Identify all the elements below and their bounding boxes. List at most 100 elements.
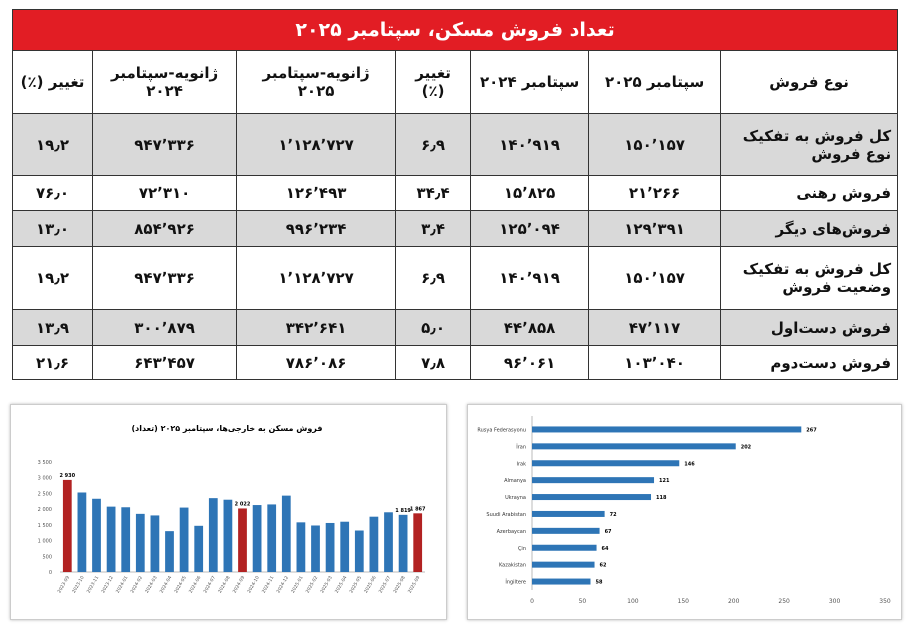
- y-tick-label: 0: [49, 570, 52, 576]
- cell: ۱۲۵٬۰۹۴: [470, 210, 590, 247]
- bar: [532, 460, 680, 467]
- cell: ۱۲۶٬۴۹۳: [236, 175, 397, 211]
- y-tick-label: 2 500: [38, 491, 52, 497]
- x-tick-label: 2024-01: [115, 575, 130, 594]
- cell: ۹۶٬۰۶۱: [470, 345, 590, 380]
- x-tick-label: 2025-08: [392, 575, 407, 594]
- table-row: کل فروش به تفکیک وضعیت فروش ۱۵۰٬۱۵۷ ۱۴۰٬۹۱…: [11, 246, 899, 310]
- y-tick-label: Irak: [517, 461, 527, 467]
- cell: ۱۳٫۰: [11, 210, 94, 247]
- x-tick-label: 2025-07: [378, 575, 393, 594]
- header-cell: سپتامبر ۲۰۲۴: [470, 50, 590, 114]
- bar: [354, 530, 364, 572]
- x-tick-label: 100: [627, 598, 639, 605]
- cell: ۱۲۹٬۳۹۱: [588, 210, 722, 247]
- x-tick-label: 2025-05: [348, 575, 363, 594]
- cell: ۳٫۴: [395, 210, 472, 247]
- bar: [208, 498, 218, 572]
- x-tick-label: 2024-06: [188, 575, 203, 594]
- bar: [62, 479, 72, 572]
- bar: [532, 443, 736, 450]
- x-tick-label: 350: [879, 598, 891, 605]
- x-tick-label: 250: [778, 598, 790, 605]
- bar: [532, 578, 591, 585]
- x-tick-label: 2024-11: [261, 575, 276, 594]
- x-tick-label: 2024-08: [217, 575, 232, 594]
- x-tick-label: 2024-07: [202, 575, 217, 594]
- bar: [369, 516, 379, 572]
- bar: [121, 507, 131, 572]
- value-label: 267: [806, 427, 817, 433]
- y-tick-label: Suudi Arabistan: [486, 512, 526, 518]
- cell: ۳۴۲٬۶۴۱: [236, 309, 397, 346]
- x-tick-label: 2025-03: [319, 575, 334, 594]
- value-label: 62: [600, 563, 607, 569]
- bar: [92, 498, 101, 572]
- chart-title: فروش مسکن به خارجی‌ها، سپتامبر ۲۰۲۵ (تعد…: [132, 424, 323, 434]
- cell: ۳۴٫۴: [395, 175, 472, 211]
- x-tick-label: 2023-12: [100, 575, 115, 594]
- x-tick-label: 2023-11: [86, 575, 101, 594]
- table-row: فروش رهنی ۲۱٬۲۶۶ ۱۵٬۸۲۵ ۳۴٫۴ ۱۲۶٬۴۹۳ ۷۲٬۳۱۰ ۷۶…: [11, 175, 899, 211]
- cell: ۷۸۶٬۰۸۶: [236, 345, 397, 380]
- bar: [532, 477, 655, 484]
- table-title: تعداد فروش مسکن، سپتامبر ۲۰۲۵: [11, 9, 899, 51]
- row-label: فروش دست‌اول: [720, 309, 899, 346]
- y-tick-label: 2 000: [38, 507, 52, 513]
- x-tick-label: 2025-04: [334, 575, 349, 594]
- cell: ۴۷٬۱۱۷: [588, 309, 722, 346]
- y-tick-label: Azerbaycan: [497, 529, 526, 535]
- cell: ۱٬۱۲۸٬۷۲۷: [236, 113, 397, 176]
- bar: [532, 561, 595, 568]
- cell: ۷۲٬۳۱۰: [92, 175, 238, 211]
- row-label: فروش رهنی: [720, 175, 899, 211]
- cell: ۵٫۰: [395, 309, 472, 346]
- value-label: 58: [595, 580, 602, 586]
- y-tick-label: Ukrayna: [505, 495, 526, 501]
- bar: [532, 527, 600, 534]
- bar: [267, 504, 277, 572]
- cell: ۱٬۱۲۸٬۷۲۷: [236, 246, 397, 310]
- cell: ۶٫۹: [395, 113, 472, 176]
- row-label: فروش دست‌دوم: [720, 345, 899, 380]
- value-label: 67: [605, 529, 612, 535]
- value-label: 1 867: [410, 506, 426, 512]
- table-row: فروش دست‌دوم ۱۰۳٬۰۴۰ ۹۶٬۰۶۱ ۷٫۸ ۷۸۶٬۰۸۶ ۶۴۳٬۴…: [11, 345, 899, 380]
- bar: [281, 495, 291, 572]
- row-label: کل فروش به تفکیک وضعیت فروش: [720, 246, 899, 310]
- header-cell: ژانویه-سپتامبر ۲۰۲۴: [92, 50, 238, 114]
- cell: ۱۴۰٬۹۱۹: [470, 113, 590, 176]
- x-tick-label: 300: [829, 598, 841, 605]
- cell: ۱۴۰٬۹۱۹: [470, 246, 590, 310]
- value-label: 72: [610, 512, 617, 518]
- x-tick-label: 0: [530, 598, 534, 605]
- table-row: فروش دست‌اول ۴۷٬۱۱۷ ۴۴٬۸۵۸ ۵٫۰ ۳۴۲٬۶۴۱ ۳۰۰٬۸۷…: [11, 309, 899, 346]
- sales-table: تعداد فروش مسکن، سپتامبر ۲۰۲۵ نوع فروش سپ…: [11, 9, 899, 380]
- bar: [532, 544, 597, 551]
- cell: ۲۱٫۶: [11, 345, 94, 380]
- bar: [311, 525, 320, 572]
- x-tick-label: 50: [579, 598, 587, 605]
- y-tick-label: Rusya Federasyonu: [477, 427, 526, 433]
- bar: [179, 507, 189, 572]
- cell: ۹۹۶٬۲۳۴: [236, 210, 397, 247]
- bar: [296, 522, 306, 572]
- value-label: 2 022: [235, 501, 251, 507]
- cell: ۱۳٫۹: [11, 309, 94, 346]
- bar: [150, 515, 160, 572]
- value-label: 202: [741, 444, 752, 450]
- y-tick-label: İngiltere: [505, 579, 526, 586]
- header-cell: نوع فروش: [720, 50, 899, 114]
- x-tick-label: 2024-05: [173, 575, 188, 594]
- cell: ۱۰۳٬۰۴۰: [588, 345, 722, 380]
- cell: ۷۶٫۰: [11, 175, 94, 211]
- x-tick-label: 2025-09: [407, 575, 422, 594]
- x-tick-label: 2024-10: [246, 575, 261, 594]
- chart-panel: [10, 404, 447, 620]
- x-tick-label: 2025-02: [305, 575, 320, 594]
- y-tick-label: Almanya: [504, 478, 526, 484]
- cell: ۹۴۷٬۳۳۶: [92, 113, 238, 176]
- cell: ۱۹٫۲: [11, 246, 94, 310]
